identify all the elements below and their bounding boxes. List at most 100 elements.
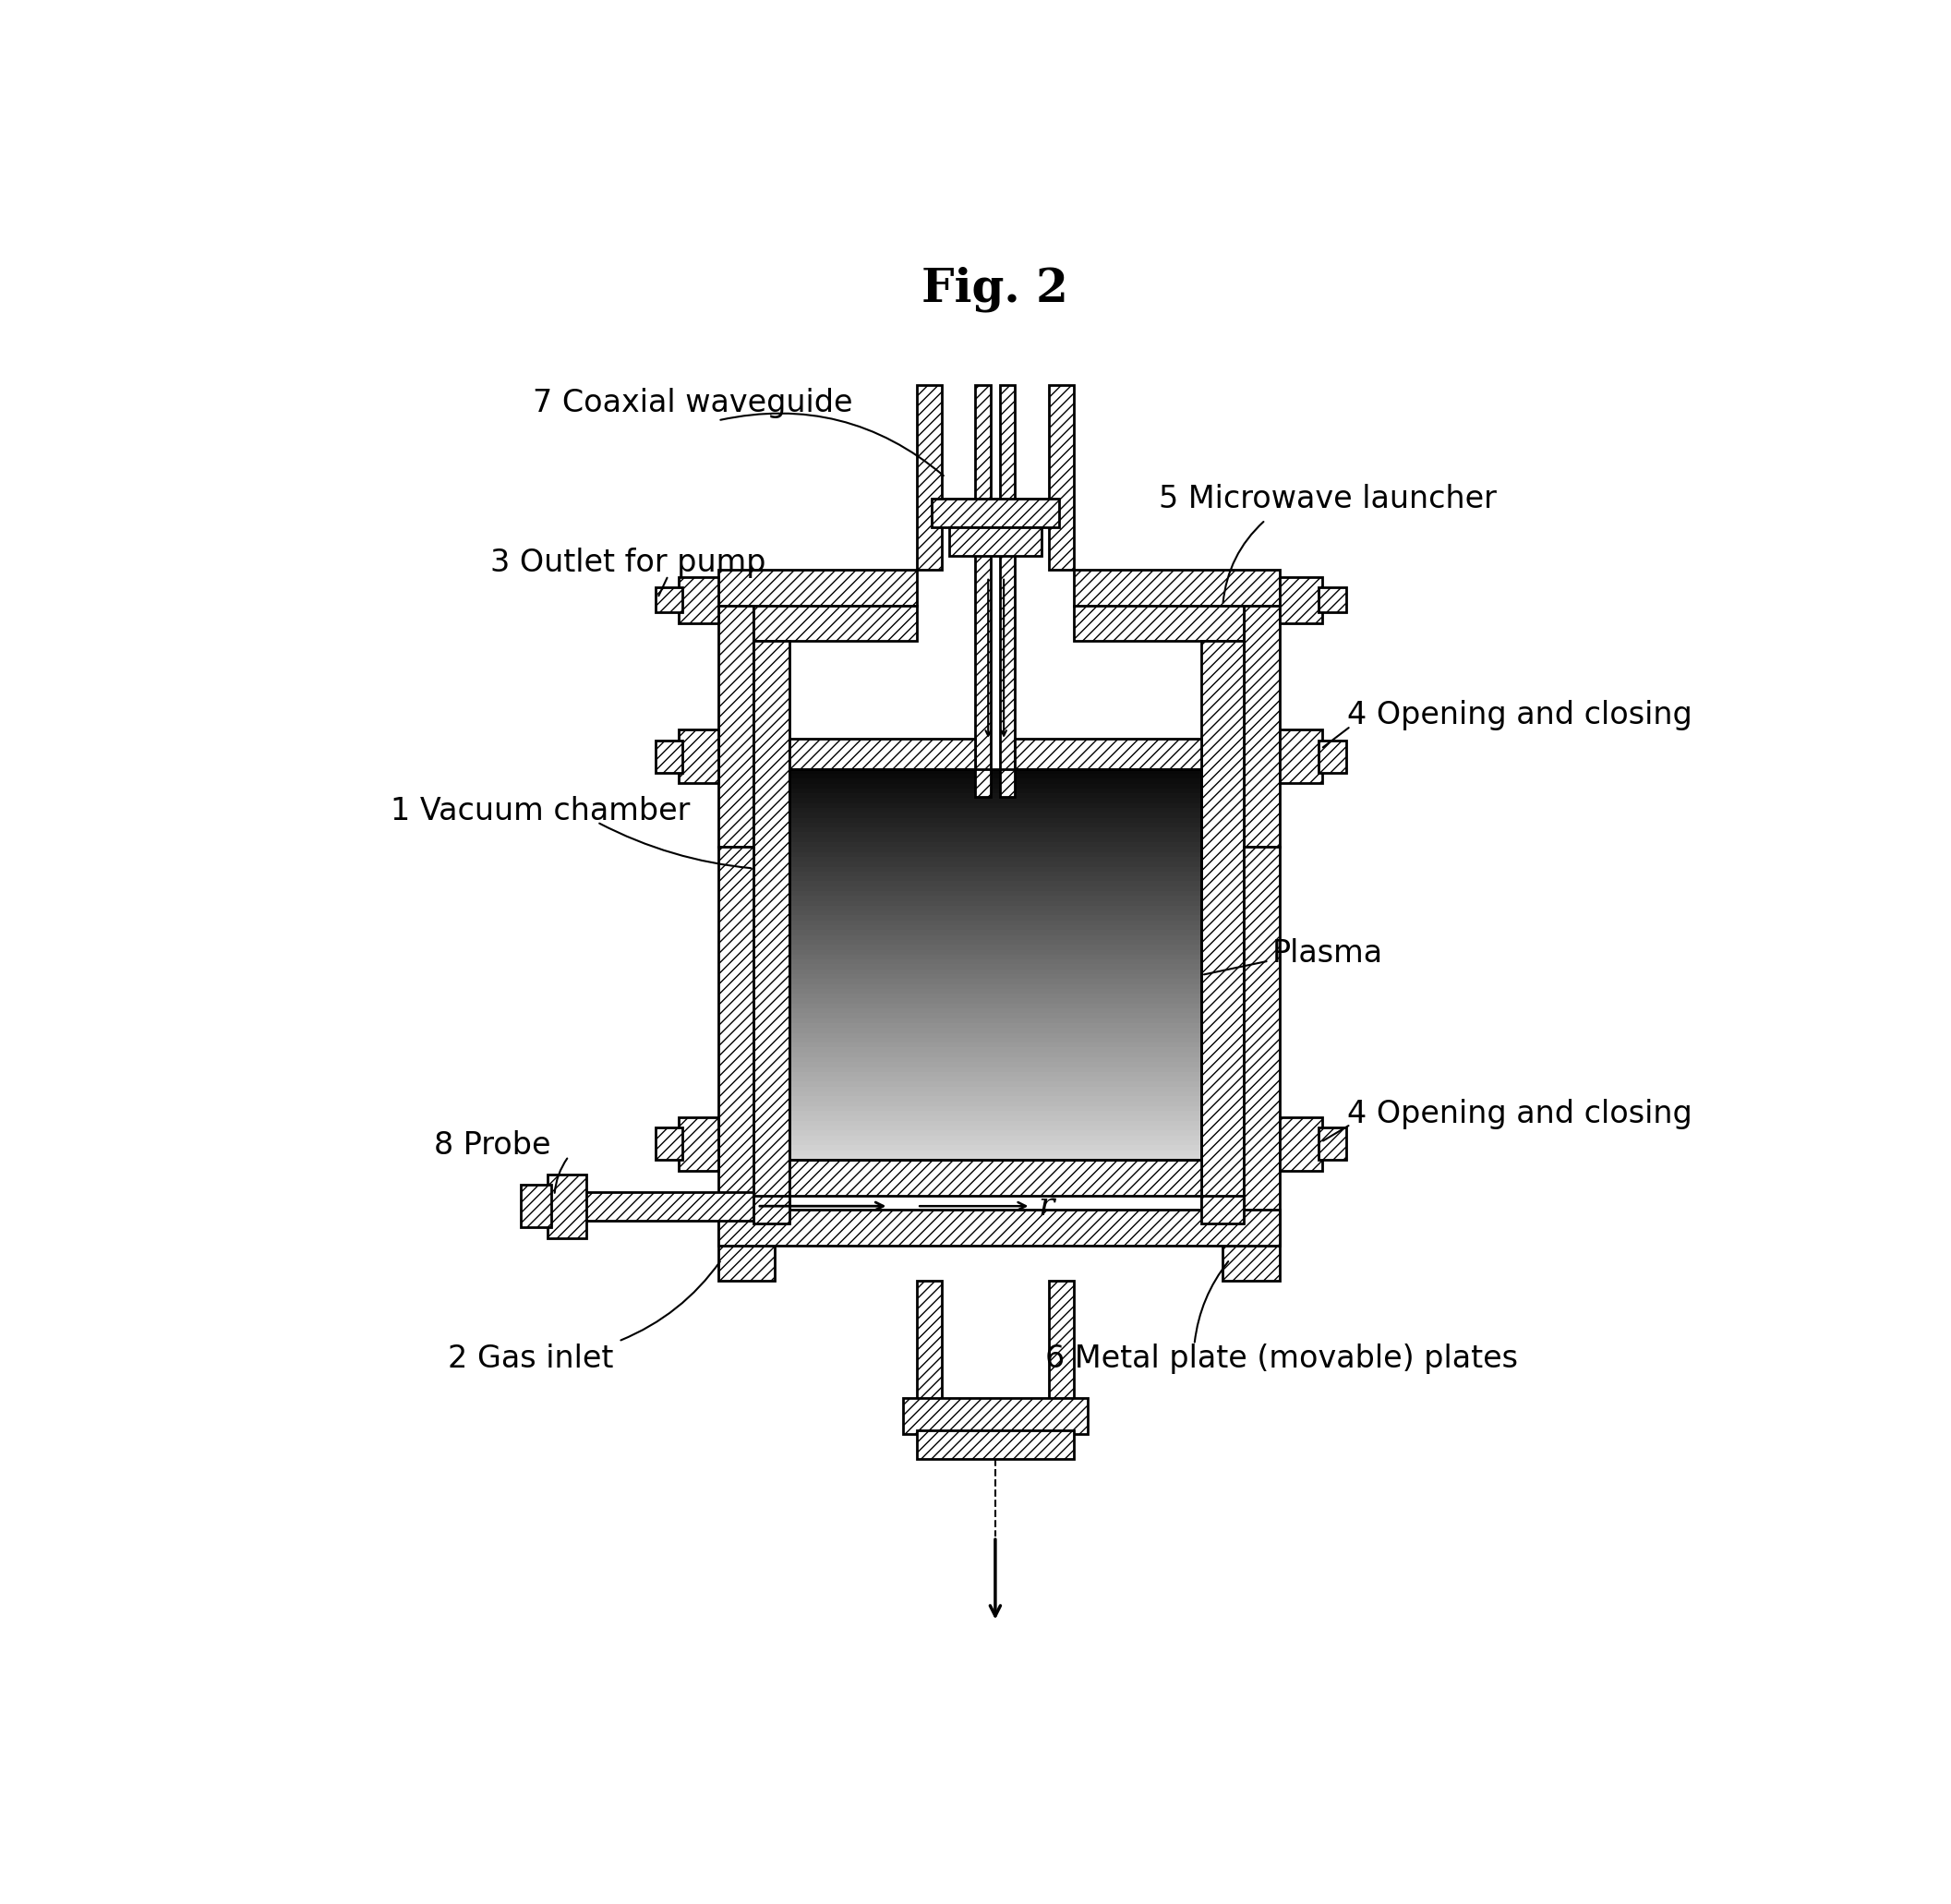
Bar bbox=[903, 1398, 1089, 1434]
Bar bbox=[788, 954, 1202, 960]
Bar bbox=[656, 1127, 683, 1160]
Text: 6 Metal plate (movable) plates: 6 Metal plate (movable) plates bbox=[1046, 1344, 1518, 1375]
Bar bbox=[718, 847, 753, 1245]
Bar bbox=[999, 385, 1015, 798]
Bar bbox=[788, 891, 1202, 897]
Bar bbox=[788, 1087, 1202, 1091]
Bar bbox=[788, 798, 1202, 803]
Bar bbox=[788, 1066, 1202, 1072]
Bar bbox=[788, 1144, 1202, 1150]
Text: 3 Outlet for pump: 3 Outlet for pump bbox=[490, 548, 767, 579]
Bar bbox=[788, 807, 1202, 813]
Bar bbox=[788, 828, 1202, 832]
Bar bbox=[788, 885, 1202, 891]
Bar bbox=[788, 866, 1202, 872]
Bar bbox=[788, 1135, 1202, 1140]
Bar bbox=[788, 769, 1202, 773]
Text: Plasma: Plasma bbox=[1272, 939, 1383, 969]
Bar bbox=[788, 1125, 1202, 1131]
Bar bbox=[788, 1160, 1202, 1196]
Bar bbox=[1319, 741, 1346, 773]
Bar bbox=[788, 1062, 1202, 1066]
Bar bbox=[788, 925, 1202, 931]
Bar bbox=[1048, 1281, 1073, 1422]
Bar bbox=[788, 1078, 1202, 1081]
Bar bbox=[1015, 739, 1202, 769]
Bar bbox=[788, 739, 976, 769]
Bar bbox=[656, 741, 683, 773]
Bar bbox=[788, 1150, 1202, 1156]
Bar bbox=[788, 1032, 1202, 1038]
Bar bbox=[753, 1196, 788, 1224]
Bar bbox=[788, 872, 1202, 876]
Bar bbox=[1202, 1196, 1245, 1224]
Bar bbox=[1073, 569, 1280, 605]
Bar bbox=[788, 794, 1202, 798]
Bar bbox=[788, 1022, 1202, 1028]
Bar bbox=[788, 1009, 1202, 1013]
Bar bbox=[656, 588, 683, 613]
Bar bbox=[788, 988, 1202, 994]
Bar bbox=[788, 788, 1202, 794]
Bar bbox=[788, 857, 1202, 863]
Bar bbox=[788, 994, 1202, 998]
Bar bbox=[788, 944, 1202, 950]
Bar bbox=[788, 817, 1202, 823]
Text: Fig. 2: Fig. 2 bbox=[923, 267, 1069, 312]
Bar bbox=[788, 823, 1202, 828]
Bar bbox=[917, 1281, 942, 1422]
Text: r: r bbox=[1038, 1190, 1054, 1222]
Bar bbox=[788, 1028, 1202, 1032]
Bar bbox=[1319, 588, 1346, 613]
Bar bbox=[788, 1106, 1202, 1112]
Bar bbox=[788, 851, 1202, 857]
Bar bbox=[788, 901, 1202, 906]
Bar bbox=[788, 897, 1202, 901]
Bar bbox=[788, 969, 1202, 975]
Bar bbox=[583, 1192, 753, 1220]
Text: 7 Coaxial waveguide: 7 Coaxial waveguide bbox=[533, 387, 853, 417]
Bar bbox=[931, 499, 1059, 527]
Text: 1 Vacuum chamber: 1 Vacuum chamber bbox=[390, 796, 691, 826]
Bar bbox=[788, 863, 1202, 866]
Bar bbox=[679, 1118, 718, 1171]
Bar bbox=[679, 729, 718, 783]
Bar bbox=[788, 1003, 1202, 1009]
Bar bbox=[788, 813, 1202, 817]
Bar bbox=[1223, 1245, 1280, 1281]
Bar bbox=[1280, 729, 1323, 783]
Bar bbox=[788, 1101, 1202, 1106]
Bar bbox=[788, 960, 1202, 963]
Bar bbox=[788, 916, 1202, 920]
Bar bbox=[521, 1184, 550, 1228]
Bar bbox=[788, 773, 1202, 779]
Bar bbox=[788, 941, 1202, 944]
Text: 2 Gas inlet: 2 Gas inlet bbox=[449, 1344, 613, 1375]
Text: 4 Opening and closing: 4 Opening and closing bbox=[1348, 1099, 1692, 1129]
Bar bbox=[917, 385, 942, 569]
Bar bbox=[788, 1097, 1202, 1101]
Bar bbox=[788, 842, 1202, 847]
Bar bbox=[1245, 605, 1280, 847]
Bar bbox=[788, 882, 1202, 885]
Bar bbox=[679, 577, 718, 623]
Bar bbox=[917, 1430, 1073, 1458]
Bar bbox=[1245, 847, 1280, 1245]
Bar bbox=[1202, 642, 1245, 1224]
Bar bbox=[788, 950, 1202, 954]
Bar bbox=[788, 935, 1202, 941]
Bar bbox=[788, 803, 1202, 807]
Bar bbox=[788, 906, 1202, 910]
Bar bbox=[718, 1245, 775, 1281]
Bar bbox=[548, 1175, 587, 1238]
Bar bbox=[788, 1156, 1202, 1160]
Bar bbox=[788, 1013, 1202, 1019]
Bar bbox=[1048, 385, 1073, 569]
Bar bbox=[753, 605, 917, 642]
Bar bbox=[788, 1057, 1202, 1062]
Bar bbox=[788, 979, 1202, 984]
Bar bbox=[788, 832, 1202, 838]
Text: 5 Microwave launcher: 5 Microwave launcher bbox=[1159, 484, 1496, 514]
Bar bbox=[718, 1209, 1280, 1245]
Bar bbox=[788, 779, 1202, 784]
